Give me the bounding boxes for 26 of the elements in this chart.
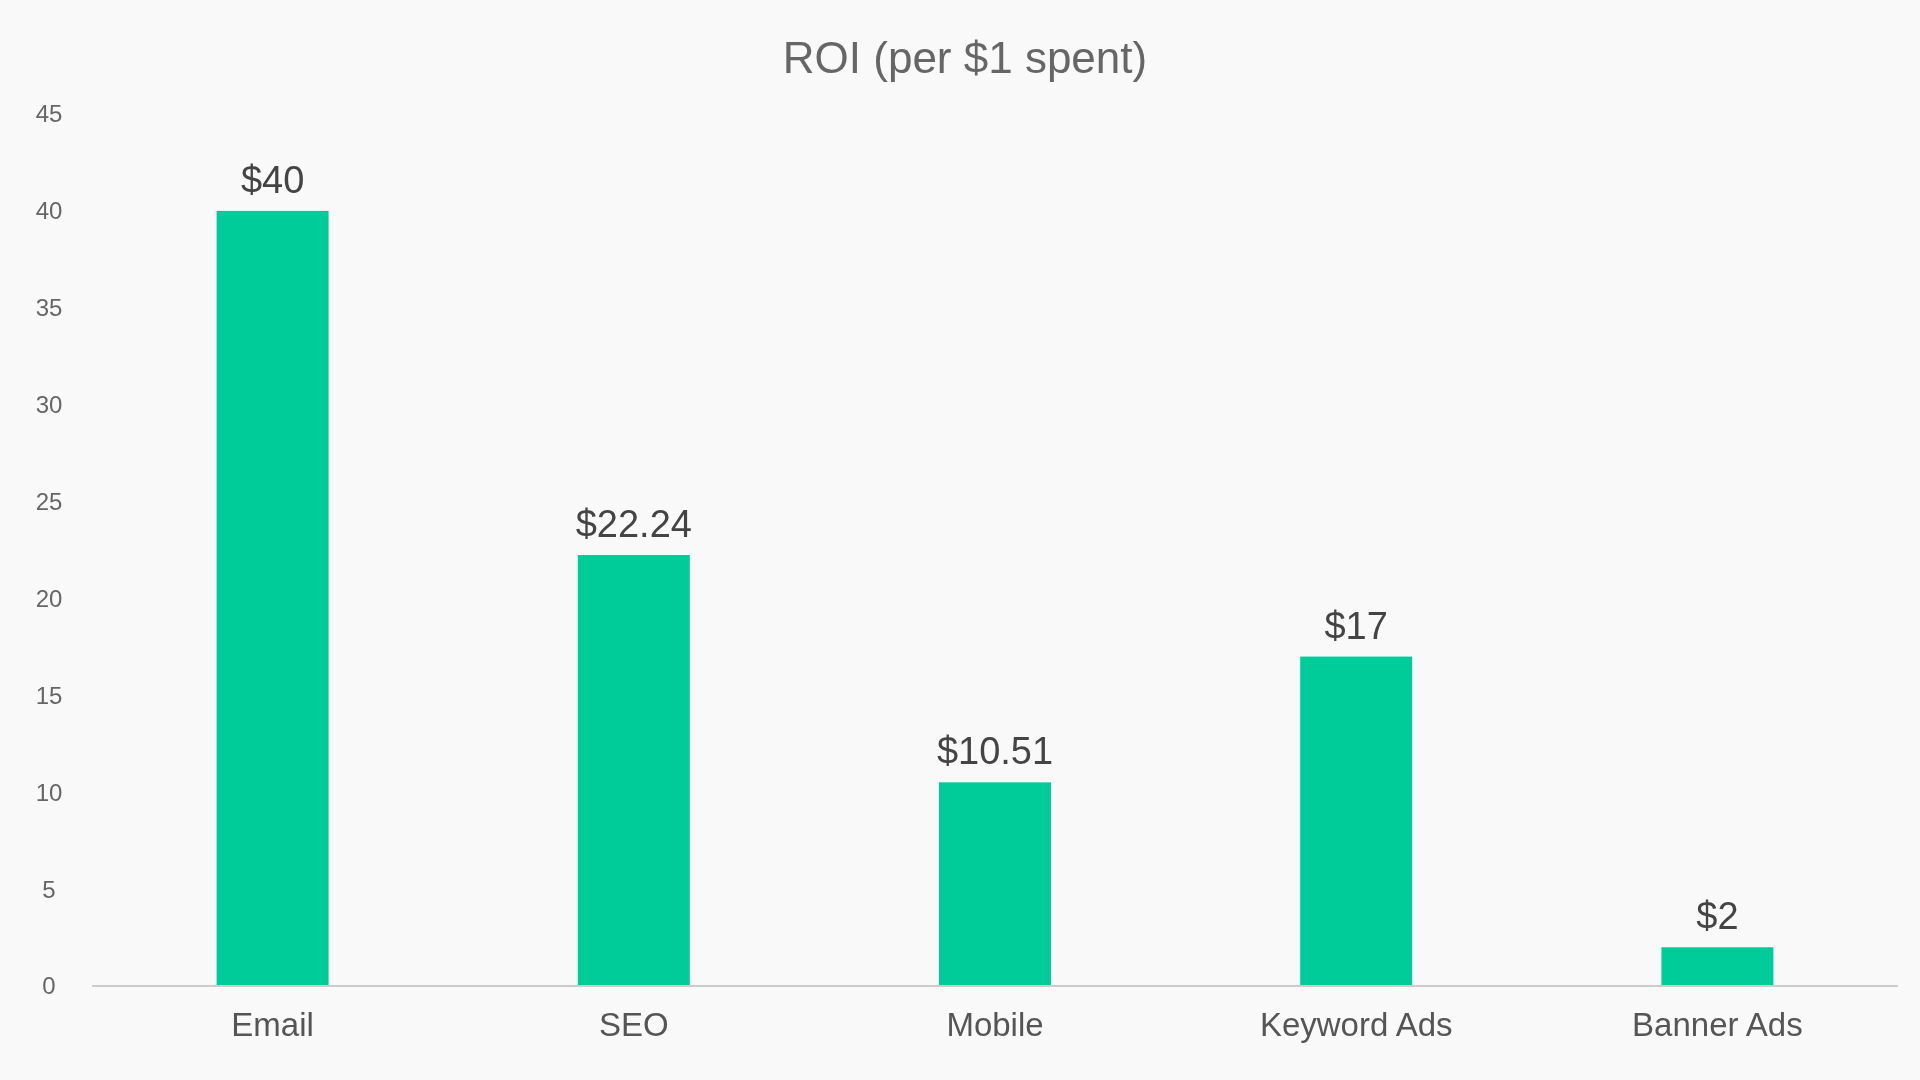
chart-title: ROI (per $1 spent) [782, 33, 1148, 82]
x-tick-label: Keyword Ads [1259, 1006, 1453, 1043]
bar [939, 782, 1051, 986]
data-label: $40 [240, 158, 305, 201]
x-tick-label: Email [231, 1006, 314, 1043]
y-tick-label: 20 [35, 584, 63, 612]
y-tick-label: 45 [35, 100, 63, 128]
data-label: $2 [1696, 895, 1739, 938]
x-tick-label: Banner Ads [1632, 1006, 1803, 1043]
data-label: $10.51 [936, 730, 1054, 773]
bar [216, 210, 329, 986]
y-tick-label: 15 [35, 681, 63, 709]
x-tick-label: Mobile [946, 1006, 1044, 1043]
y-tick-label: 40 [35, 197, 63, 225]
y-tick-label: 0 [42, 972, 56, 1000]
data-label: $17 [1324, 604, 1388, 647]
y-tick-label: 30 [35, 391, 63, 419]
data-label: $22.24 [575, 503, 692, 546]
x-tick-label: SEO [598, 1006, 669, 1043]
bar [1661, 947, 1774, 986]
y-tick-label: 5 [42, 875, 56, 903]
y-tick-label: 35 [35, 294, 63, 322]
y-tick-label: 10 [35, 778, 63, 806]
bar [1300, 656, 1413, 986]
y-tick-label: 25 [35, 487, 63, 515]
bar [577, 555, 690, 986]
